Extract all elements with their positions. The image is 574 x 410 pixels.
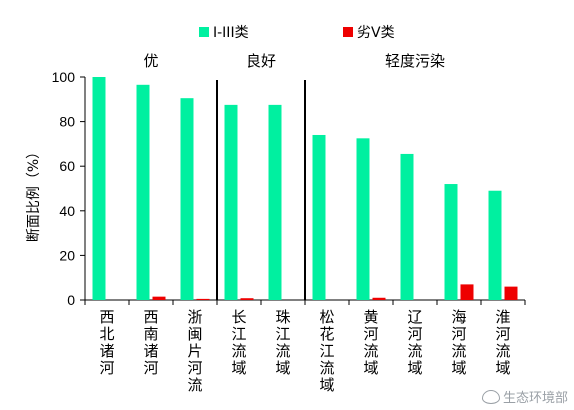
y-tick-label: 60 [59,158,75,174]
x-tick-label: 西南诸河 [143,308,158,377]
legend-swatch [343,27,353,37]
bar-i-iii [488,190,502,300]
bar-worse-v [240,298,254,300]
x-tick-label: 长江流域 [231,308,246,377]
bar-i-iii [224,104,238,300]
bar-worse-v [372,297,386,300]
x-tick-label: 海河流域 [451,308,466,377]
bar-i-iii [92,77,106,300]
group-label: 优 [143,52,158,70]
y-tick-label: 0 [67,292,75,308]
group-label: 轻度污染 [385,52,445,70]
y-tick-label: 20 [59,247,75,263]
x-tick-label: 西北诸河 [99,308,114,377]
watermark-text: 生态环境部 [502,391,568,406]
legend-label: 劣V类 [357,25,395,41]
x-tick-label: 浙闽片河流 [187,308,202,394]
x-tick-label: 松花江流域 [319,308,334,394]
weibo-icon [481,389,500,404]
bar-i-iii [356,138,370,300]
x-tick-label: 辽河流域 [407,308,422,377]
y-tick-label: 40 [59,203,75,219]
x-tick-label: 珠江流域 [275,308,290,377]
legend-swatch [199,27,209,37]
bar-i-iii [444,184,458,300]
group-label: 良好 [246,52,276,70]
legend-label: I-III类 [213,25,249,41]
x-tick-label: 黄河流域 [363,308,378,377]
bar-i-iii [312,134,326,300]
bar-worse-v [152,296,166,300]
bar-i-iii [180,98,194,300]
y-tick-label: 80 [59,114,75,130]
bar-i-iii [136,84,150,301]
bar-worse-v [196,298,210,300]
bar-worse-v [460,284,474,300]
x-tick-label: 淮河流域 [495,308,510,377]
y-axis-label: 断面比例（%） [26,145,42,242]
bar-worse-v [504,286,518,300]
bar-i-iii [268,104,282,300]
bar-i-iii [400,153,414,300]
y-tick-label: 100 [52,69,76,85]
watermark: 生态环境部 [481,387,568,406]
